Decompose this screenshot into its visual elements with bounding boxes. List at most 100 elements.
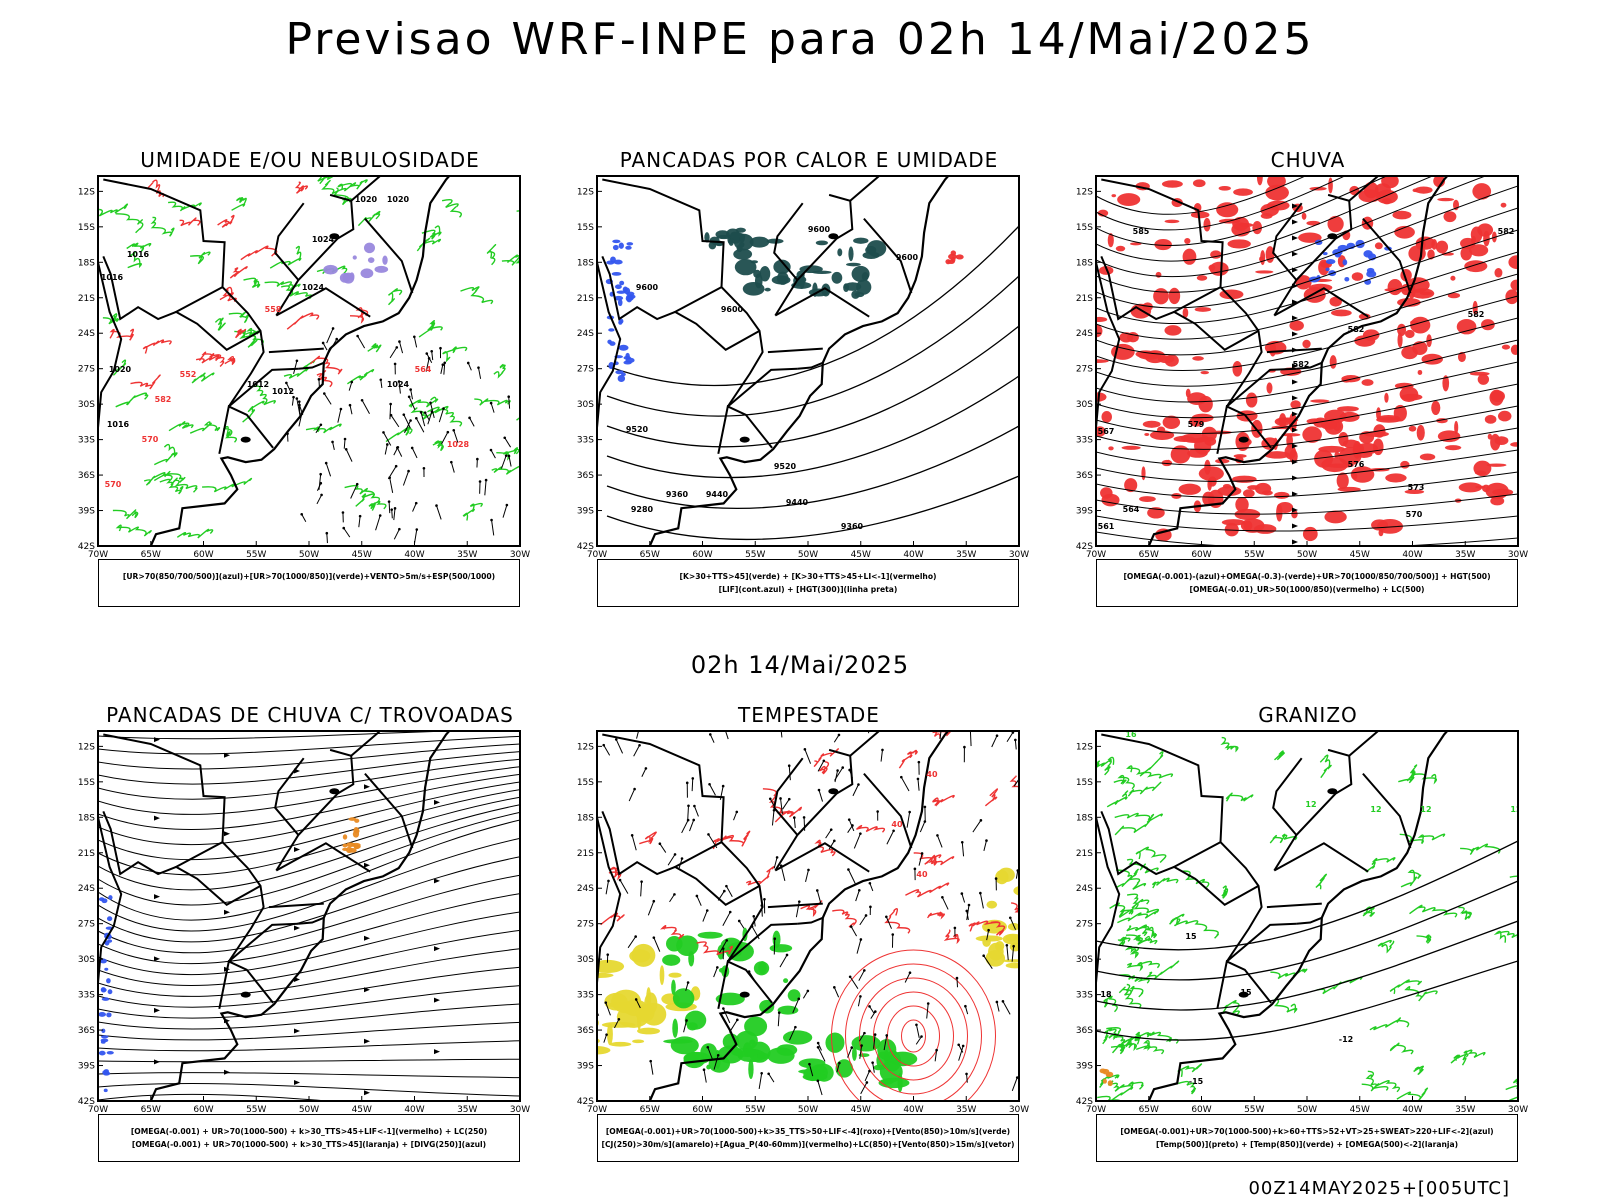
wind-vector <box>964 1006 969 1015</box>
wind-vector <box>636 731 640 739</box>
wind-vector <box>393 508 396 521</box>
lon-label: 70W <box>1086 550 1106 560</box>
hgt-contour <box>606 375 1019 479</box>
map-pancadas-calor: 9600 9600 9600 9600 9520 9520 9440 9440 9360 9360… <box>577 172 1029 560</box>
streamline <box>98 819 520 921</box>
temp850-contour-green <box>1316 976 1363 995</box>
wind-vector <box>403 414 411 429</box>
state-border <box>601 811 676 876</box>
wind-vector-head <box>926 1002 930 1005</box>
lon-label: 50W <box>798 550 818 560</box>
contour-label: 9360 <box>666 490 689 499</box>
rain-area-red <box>1351 272 1364 281</box>
wind-vector-head <box>652 899 656 903</box>
lon-label: 65W <box>1139 550 1159 560</box>
humidity-contour-green <box>506 254 520 264</box>
state-border <box>673 841 760 907</box>
lake <box>240 436 251 443</box>
lon-label: 40W <box>1402 550 1422 560</box>
wind-vector-head <box>331 440 334 444</box>
wind-vector <box>883 1035 888 1051</box>
wind-vector <box>886 830 895 845</box>
wind-vector-head <box>964 1004 967 1008</box>
wind-vector <box>788 765 791 781</box>
rain-area-red <box>1385 473 1407 483</box>
lon-label: 65W <box>640 550 660 560</box>
wind-vector-head <box>957 1043 960 1047</box>
wind-vector-head <box>960 892 964 895</box>
state-border <box>1266 347 1322 354</box>
rain-area-red <box>1421 353 1443 365</box>
rain-area-red <box>1224 522 1239 537</box>
wind-vector <box>969 731 972 747</box>
panel-umidade: UMIDADE E/OU NEBULOSIDADE 1016 1016 1020 10… <box>78 148 530 618</box>
wind-vector-head <box>591 1000 594 1003</box>
wind-vector-head <box>394 464 398 468</box>
wind-vector-head <box>429 401 432 405</box>
temp850-contour-green <box>1416 934 1432 944</box>
rain-area-red <box>1141 466 1146 481</box>
wind-vector-head <box>873 1033 877 1036</box>
wind-vector <box>849 976 859 989</box>
lon-label: 50W <box>798 1105 818 1115</box>
wind-vector-head <box>961 1044 965 1048</box>
wind-vector-head <box>736 1018 739 1022</box>
humidity-contour-green <box>115 392 149 408</box>
li-area-red <box>955 254 964 260</box>
jet-area-yellow <box>659 965 665 986</box>
wind-vector <box>816 890 822 904</box>
lat-label: 18S <box>1076 258 1093 268</box>
contour-label: 1024 <box>302 283 325 292</box>
wind-vector-head <box>779 726 782 729</box>
temp850-contour-green <box>1104 756 1115 776</box>
lat-label: 24S <box>78 884 95 894</box>
wind-vector <box>398 341 404 354</box>
wind-vector <box>293 360 298 375</box>
coastline <box>1147 731 1449 1101</box>
rain-area-red <box>1164 325 1182 336</box>
wind-vector <box>635 999 641 1009</box>
state-border <box>274 757 305 836</box>
thunder-area-orange <box>345 846 353 854</box>
state-border <box>103 733 265 963</box>
wind-vector <box>413 336 418 348</box>
state-border <box>350 176 382 202</box>
state-border <box>298 361 325 370</box>
rain-area-red <box>1329 355 1337 369</box>
state-border <box>727 922 798 963</box>
humidity-contour-green <box>167 201 202 212</box>
lon-label: 40W <box>903 1105 923 1115</box>
wind-vector <box>285 382 292 393</box>
streamline <box>1096 229 1518 325</box>
wind-vector-head <box>1008 916 1012 920</box>
wind-area-green <box>769 944 793 953</box>
temp850-contour-green <box>1377 939 1395 954</box>
rain-area-red <box>1417 369 1423 376</box>
humidity-blue-area <box>382 255 388 265</box>
state-border <box>268 347 324 354</box>
lon-label: 35W <box>1455 1105 1475 1115</box>
wind-vector-head <box>489 401 493 405</box>
precip-water-contour-red <box>926 911 945 920</box>
streamline <box>98 1021 520 1041</box>
lat-label: 15S <box>78 223 95 233</box>
rain-area-red <box>1331 309 1352 317</box>
rain-area-red <box>1309 186 1327 191</box>
lon-label: 50W <box>299 550 319 560</box>
precip-water-contour-red <box>968 920 1001 932</box>
wind-vector <box>857 996 861 1007</box>
wind-vector <box>396 447 403 457</box>
rain-area-red <box>1243 520 1253 531</box>
wind-vector <box>818 789 824 802</box>
wind-vector <box>490 449 496 459</box>
lon-label: 35W <box>457 550 477 560</box>
temp850-contour-green <box>1114 813 1163 836</box>
rain-area-red <box>1164 219 1180 224</box>
state-border <box>98 817 123 983</box>
lon-label: 45W <box>352 550 372 560</box>
lon-label: 30W <box>1508 550 1528 560</box>
rain-area-red <box>1290 400 1301 409</box>
stream-arrow <box>364 784 370 790</box>
wind-vector-head <box>721 784 725 788</box>
wind-vector <box>631 835 637 851</box>
